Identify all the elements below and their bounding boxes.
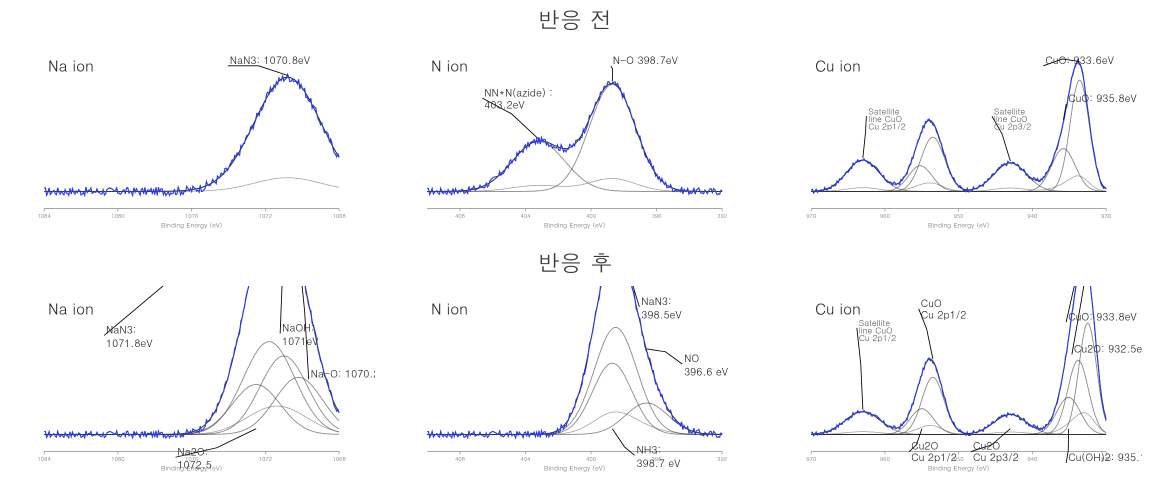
- species-label: N ion: [431, 299, 468, 320]
- species-label: N ion: [431, 56, 468, 77]
- svg-text:960: 960: [880, 455, 890, 463]
- panel-before-n: N ion392396400404408Binding Energy (eV)N…: [383, 37, 766, 243]
- chart-before-na: Na ion10681072107610801084Binding Energy…: [8, 43, 375, 239]
- annotation-label: 1072.5: [177, 457, 211, 472]
- section-title-after: 반응 후: [0, 243, 1150, 280]
- section-title-before: 반응 전: [0, 0, 1150, 37]
- fit-component: [44, 356, 339, 434]
- svg-text:1072: 1072: [259, 455, 272, 463]
- svg-text:1080: 1080: [111, 455, 124, 463]
- svg-text:396: 396: [652, 212, 662, 220]
- axis-label: Binding Energy (eV): [161, 220, 222, 230]
- row-before: Na ion10681072107610801084Binding Energy…: [0, 37, 1150, 243]
- annotation-label: Cu 2p3/2: [973, 449, 1019, 464]
- annotation-label: Cu 2p1/2: [858, 332, 895, 344]
- svg-text:1072: 1072: [259, 212, 272, 220]
- annotation-label: 1071.8eV: [106, 335, 153, 350]
- baseline: [811, 176, 1106, 192]
- chart-before-cu: Cu ion930940950960970Binding Energy (eV)…: [775, 43, 1142, 239]
- axis-label: Binding Energy (eV): [544, 220, 605, 230]
- annotation-label: CuO: 935.8eV: [1068, 90, 1137, 105]
- raw-spectrum: [44, 74, 339, 195]
- panel-after-cu: Cu ion930940950960970Binding Energy (eV)…: [767, 280, 1150, 486]
- fit-envelope: [44, 77, 339, 191]
- section-title-before-text: 반응 전: [537, 4, 612, 35]
- svg-text:392: 392: [717, 455, 727, 463]
- annotation-label: N-O 398.7eV: [613, 52, 679, 67]
- annotation-lead: [611, 66, 613, 82]
- fit-component: [428, 141, 723, 191]
- svg-text:940: 940: [1027, 455, 1037, 463]
- fit-component: [811, 397, 1106, 434]
- axis-label: Binding Energy (eV): [544, 463, 605, 473]
- fit-component: [811, 377, 1106, 434]
- species-label: Na ion: [48, 299, 94, 320]
- section-title-after-text: 반응 후: [537, 247, 612, 278]
- annotation-label: Cu 2p1/2: [868, 121, 905, 133]
- chart-after-cu: Cu ion930940950960970Binding Energy (eV)…: [775, 286, 1142, 482]
- svg-text:1068: 1068: [333, 455, 346, 463]
- annotation-label: 398.5eV: [642, 306, 683, 321]
- fit-component: [811, 137, 1106, 191]
- fit-component: [811, 80, 1106, 191]
- annotation-label: Cu 2p1/2: [911, 449, 957, 464]
- svg-text:970: 970: [806, 212, 816, 220]
- species-label: Na ion: [48, 56, 94, 77]
- svg-text:960: 960: [880, 212, 890, 220]
- annotation-label: 1071eV: [282, 333, 319, 348]
- baseline: [44, 406, 339, 434]
- fit-component: [44, 384, 339, 434]
- annotation-label: Cu(OH)2: 935.1eV: [1068, 449, 1142, 464]
- species-label: Cu ion: [815, 56, 861, 77]
- svg-text:392: 392: [717, 212, 727, 220]
- svg-text:940: 940: [1027, 212, 1037, 220]
- annotation-label: 398.7 eV: [637, 455, 682, 470]
- svg-text:1080: 1080: [111, 212, 124, 220]
- annotation-lead: [228, 66, 288, 76]
- svg-text:404: 404: [521, 455, 531, 463]
- axis-label: Binding Energy (eV): [928, 463, 989, 473]
- svg-text:408: 408: [455, 455, 465, 463]
- annotation-label: NaN3: 1070.8eV: [230, 52, 311, 67]
- species-label: Cu ion: [815, 299, 861, 320]
- annotation-lead: [863, 116, 867, 158]
- chart-before-n: N ion392396400404408Binding Energy (eV)N…: [391, 43, 758, 239]
- svg-text:930: 930: [1101, 212, 1111, 220]
- row-after: Na ion10681072107610801084Binding Energy…: [0, 280, 1150, 486]
- panel-after-n: N ion392396400404408Binding Energy (eV)N…: [383, 280, 766, 486]
- svg-text:970: 970: [806, 455, 816, 463]
- annotation-label: CuO: 933.6eV: [1045, 52, 1114, 67]
- panel-before-na: Na ion10681072107610801084Binding Energy…: [0, 37, 383, 243]
- annotation-label: 403.2eV: [485, 97, 526, 112]
- annotation-label: Cu 2p3/2: [994, 121, 1031, 133]
- fit-component: [428, 84, 723, 191]
- annotation-label: Cu2O: 932.5eV: [1073, 341, 1142, 356]
- annotation-lead: [647, 349, 682, 364]
- chart-after-n: N ion392396400404408Binding Energy (eV)N…: [391, 286, 758, 482]
- panel-after-na: Na ion10681072107610801084Binding Energy…: [0, 280, 383, 486]
- svg-text:1084: 1084: [38, 212, 51, 220]
- annotation-label: Cu 2p1/2: [920, 306, 966, 321]
- fit-envelope: [428, 83, 723, 191]
- svg-text:408: 408: [455, 212, 465, 220]
- fit-component: [428, 327, 723, 434]
- panel-before-cu: Cu ion930940950960970Binding Energy (eV)…: [767, 37, 1150, 243]
- figure-page: { "section_titles": { "before": "반응 전", …: [0, 0, 1150, 501]
- axis-label: Binding Energy (eV): [928, 220, 989, 230]
- raw-spectrum: [428, 82, 723, 195]
- annotation-label: Na-O: 1070.2: [311, 365, 376, 380]
- chart-after-na: Na ion10681072107610801084Binding Energy…: [8, 286, 375, 482]
- annotation-label: 396.6 eV: [684, 363, 729, 378]
- fit-component: [44, 377, 339, 434]
- fit-component: [811, 360, 1106, 434]
- svg-text:1084: 1084: [38, 455, 51, 463]
- raw-spectrum: [811, 60, 1106, 193]
- fit-component: [44, 77, 339, 191]
- svg-text:1068: 1068: [333, 212, 346, 220]
- svg-text:404: 404: [521, 212, 531, 220]
